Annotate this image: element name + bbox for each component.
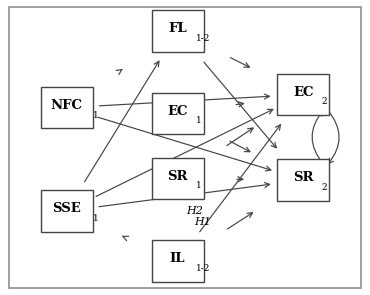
FancyBboxPatch shape bbox=[41, 87, 92, 128]
FancyBboxPatch shape bbox=[278, 159, 329, 201]
Text: EC: EC bbox=[293, 86, 314, 99]
FancyBboxPatch shape bbox=[278, 74, 329, 115]
Text: 2: 2 bbox=[322, 97, 327, 106]
Text: 1: 1 bbox=[196, 181, 202, 190]
Text: 1: 1 bbox=[196, 117, 202, 125]
FancyBboxPatch shape bbox=[41, 190, 92, 232]
Text: 1-2: 1-2 bbox=[196, 264, 210, 273]
FancyBboxPatch shape bbox=[152, 10, 204, 52]
Text: SSE: SSE bbox=[52, 202, 81, 215]
Text: NFC: NFC bbox=[51, 99, 83, 112]
Text: EC: EC bbox=[167, 105, 188, 118]
Text: H2: H2 bbox=[186, 206, 203, 216]
Text: 1-2: 1-2 bbox=[196, 34, 210, 43]
FancyBboxPatch shape bbox=[152, 158, 204, 199]
Text: 1: 1 bbox=[93, 214, 99, 223]
Text: H1: H1 bbox=[194, 217, 211, 227]
Text: 1: 1 bbox=[93, 111, 99, 119]
FancyBboxPatch shape bbox=[152, 93, 204, 134]
Text: FL: FL bbox=[168, 22, 187, 35]
Text: SR: SR bbox=[293, 171, 314, 184]
Text: SR: SR bbox=[167, 170, 188, 183]
Text: 2: 2 bbox=[322, 183, 327, 192]
Text: IL: IL bbox=[170, 252, 185, 265]
FancyBboxPatch shape bbox=[152, 240, 204, 282]
